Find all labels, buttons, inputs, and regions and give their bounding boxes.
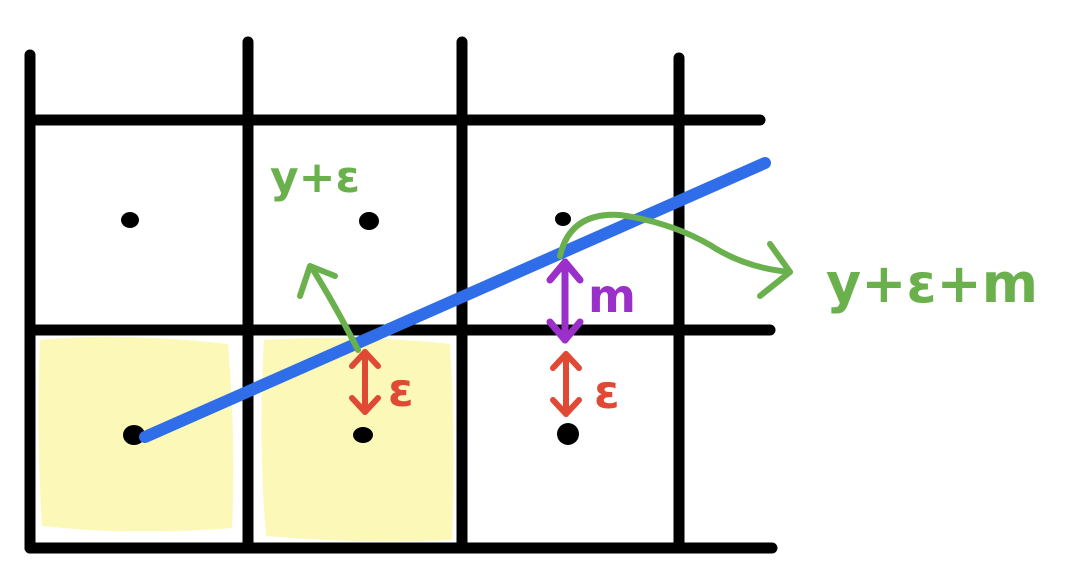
ideal-line — [139, 157, 771, 443]
pixel-center-dot — [555, 212, 571, 226]
eps-double-arrow-right — [550, 351, 582, 417]
m-double-arrow — [546, 258, 584, 344]
pixel-center-dot — [359, 212, 379, 230]
label-y-plus-eps: y+ε — [270, 152, 360, 203]
arrow-to-y-plus-eps — [297, 263, 361, 353]
arrow-shaft — [309, 265, 361, 353]
eps-double-arrow-left — [349, 349, 381, 415]
arrow-to-y-plus-eps-plus-m — [557, 211, 793, 299]
pixel-center-dot — [557, 423, 579, 445]
pixel-center-dot — [121, 212, 139, 228]
label-eps-right: ε — [594, 365, 620, 419]
arrow-head — [757, 241, 793, 299]
label-y-plus-eps-plus-m: y+ε+m — [826, 252, 1038, 315]
pixel-centers — [121, 212, 579, 445]
pixel-center-dot — [123, 425, 145, 445]
label-eps-left: ε — [388, 363, 414, 417]
pixel-center-dot — [353, 427, 373, 443]
label-m: m — [588, 269, 636, 323]
arrow-head — [297, 263, 338, 299]
arrow-shaft — [557, 211, 793, 275]
